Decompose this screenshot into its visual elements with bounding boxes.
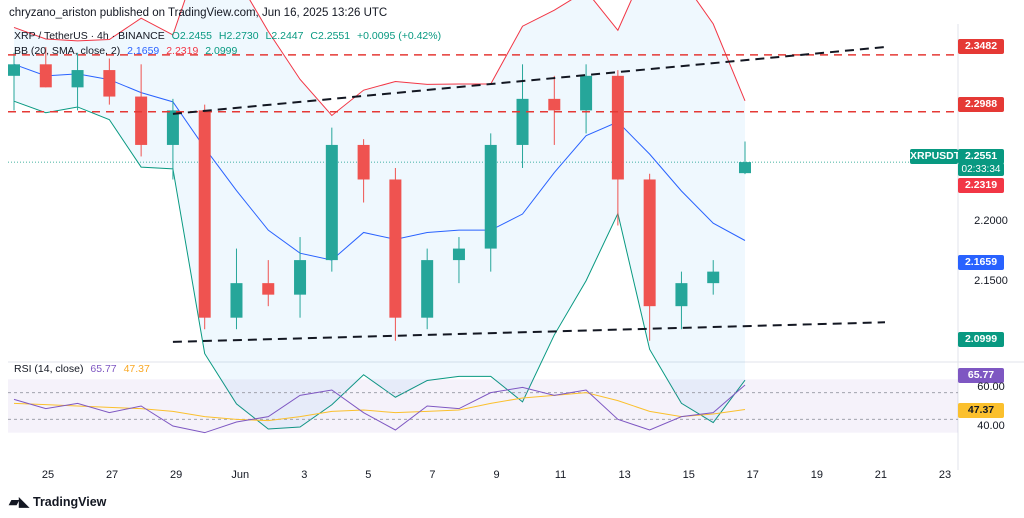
candle-body	[484, 144, 497, 249]
rsi-value: 65.77	[90, 363, 117, 375]
bb-upper-value: 2.2319	[166, 45, 199, 57]
candle-body	[230, 283, 243, 318]
time-label: 21	[875, 469, 887, 481]
chart-background	[8, 24, 1024, 470]
brand-name: TradingView	[33, 495, 107, 509]
candle-body	[611, 75, 624, 180]
ohlc-high: H2.2730	[218, 30, 259, 42]
time-label: 9	[493, 469, 499, 481]
symbol-tag: XRPUSDT	[910, 149, 961, 164]
rsi-band-fill	[8, 379, 958, 433]
countdown-tag: 02:33:34	[958, 163, 1004, 176]
candle-body	[262, 283, 275, 295]
candle-body	[357, 144, 370, 180]
time-label: 3	[301, 469, 307, 481]
bb-basis-value: 2.1659	[127, 45, 160, 57]
candle-body	[580, 75, 593, 111]
price-level-2150: 2.1500	[974, 275, 1008, 287]
rsi-level-60: 60.00	[977, 381, 1005, 393]
candle-body	[8, 64, 20, 76]
bb-lower-value: 2.0999	[205, 45, 238, 57]
candle-body	[421, 260, 434, 318]
ohlc-open: O2.2455	[171, 30, 212, 42]
candle-body	[643, 179, 656, 307]
tradingview-logo-icon: ▰◣	[9, 494, 29, 509]
rsi-label: RSI (14, close)	[14, 363, 84, 375]
candle-body	[294, 260, 307, 295]
time-label: 29	[170, 469, 182, 481]
drawn-lines	[8, 46, 958, 343]
time-label: 7	[429, 469, 435, 481]
symbol-name: XRP / TetherUS · 4h · BINANCE	[14, 30, 165, 42]
bb-upper-line	[13, 0, 746, 117]
tradingview-logo[interactable]: ▰◣ TradingView	[9, 494, 106, 510]
candle-body	[739, 162, 751, 174]
candle-body	[103, 70, 116, 97]
resistance-high-tag: 2.3482	[958, 39, 1004, 54]
rsi-ma-value: 47.37	[123, 363, 150, 375]
resistance-low-tag: 2.2988	[958, 97, 1004, 112]
candle-body	[39, 64, 52, 88]
bb-lower-tag: 2.0999	[958, 332, 1004, 347]
time-label: 23	[939, 469, 951, 481]
time-label: 5	[365, 469, 371, 481]
candle-body	[166, 110, 179, 145]
rsi-ma-line	[13, 392, 746, 422]
rsi-ma-tag: 47.37	[958, 403, 1004, 418]
bb-lower-line	[13, 100, 746, 430]
candle-body	[325, 144, 338, 261]
time-label: 11	[555, 469, 566, 481]
candles	[8, 47, 751, 341]
bb-basis-tag: 2.1659	[958, 255, 1004, 270]
rsi-level-40: 40.00	[977, 420, 1005, 432]
ohlc-change: +0.0095 (+0.42%)	[357, 30, 442, 42]
candle-body	[71, 70, 84, 88]
time-label: 25	[42, 469, 54, 481]
time-label: Jun	[231, 469, 249, 481]
rsi-line	[13, 384, 746, 434]
price-pane	[8, 24, 958, 358]
candle-body	[675, 283, 688, 307]
candle-body	[135, 96, 148, 145]
time-label: 27	[106, 469, 118, 481]
candle-body	[516, 98, 529, 145]
publisher-line: chryzano_ariston published on TradingVie…	[9, 7, 388, 19]
bb-label: BB (20, SMA, close, 2)	[14, 45, 121, 57]
last-price-tag: 2.2551	[958, 149, 1004, 164]
rsi-legend: RSI (14, close) 65.77 47.37	[14, 363, 154, 375]
symbol-legend: XRP / TetherUS · 4h · BINANCE O2.2455 H2…	[14, 30, 445, 42]
candle-body	[198, 110, 211, 318]
candle-body	[452, 248, 465, 261]
bb-fill	[14, 0, 745, 429]
rsi-pane	[8, 379, 958, 434]
time-label: 13	[619, 469, 631, 481]
candle-body	[707, 271, 720, 284]
ohlc-close: C2.2551	[310, 30, 351, 42]
time-label: 19	[811, 469, 823, 481]
bb-upper-tag: 2.2319	[958, 178, 1004, 193]
candle-body	[389, 179, 402, 318]
rsi-value-tag: 65.77	[958, 368, 1004, 383]
time-label: 17	[747, 469, 759, 481]
lower-trendline	[172, 321, 886, 343]
bb-legend: BB (20, SMA, close, 2) 2.1659 2.2319 2.0…	[14, 45, 241, 57]
time-axis: 25 27 29 Jun 3 5 7 9 11 13 15 17 19 21 23	[42, 469, 951, 481]
price-level-2200: 2.2000	[974, 215, 1008, 227]
time-label: 15	[683, 469, 695, 481]
ohlc-low: L2.2447	[265, 30, 304, 42]
candle-body	[548, 98, 561, 111]
